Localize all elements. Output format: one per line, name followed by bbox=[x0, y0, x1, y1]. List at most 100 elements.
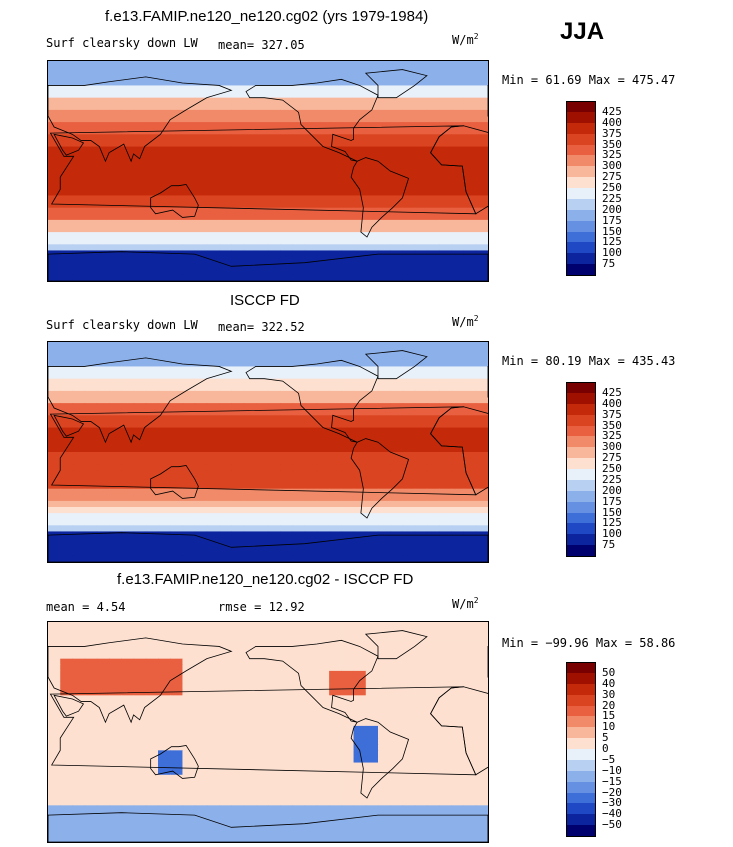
map-cell bbox=[365, 780, 379, 788]
map-cell bbox=[353, 482, 367, 490]
map-cell bbox=[96, 384, 110, 392]
map-cell bbox=[402, 452, 416, 459]
map-cell bbox=[255, 348, 269, 355]
map-cell bbox=[475, 823, 488, 831]
map-cell bbox=[48, 415, 61, 423]
map-cell bbox=[158, 342, 171, 349]
map-cell bbox=[145, 342, 159, 349]
map-cell bbox=[316, 701, 330, 709]
map-cell bbox=[475, 762, 488, 770]
map-cell bbox=[243, 817, 257, 825]
map-cell bbox=[48, 67, 61, 74]
map-cell bbox=[402, 543, 416, 551]
map-cell bbox=[402, 134, 416, 142]
map-cell bbox=[353, 500, 367, 508]
map-cell bbox=[182, 732, 196, 739]
map-cell bbox=[194, 128, 208, 135]
map-cell bbox=[84, 354, 98, 361]
map-cell bbox=[341, 500, 355, 508]
map-cell bbox=[304, 85, 318, 93]
map-cell bbox=[194, 226, 208, 233]
map-cell bbox=[451, 823, 465, 831]
map-cell bbox=[341, 415, 355, 423]
map-cell bbox=[231, 433, 245, 441]
map-cell bbox=[304, 476, 318, 484]
map-cell bbox=[439, 476, 452, 484]
map-cell bbox=[60, 525, 74, 533]
map-cell bbox=[439, 372, 452, 380]
map-cell bbox=[48, 664, 61, 672]
map-cell bbox=[439, 732, 452, 739]
map-cell bbox=[231, 817, 245, 825]
map-cell bbox=[194, 164, 208, 172]
map-cell bbox=[109, 164, 122, 172]
map-cell bbox=[463, 689, 477, 696]
map-cell bbox=[206, 738, 220, 745]
map-cell bbox=[402, 433, 416, 441]
map-cell bbox=[255, 207, 269, 215]
map-cell bbox=[268, 470, 281, 478]
map-cell bbox=[243, 262, 257, 270]
map-cell bbox=[170, 780, 184, 788]
map-cell bbox=[475, 744, 488, 751]
map-cell bbox=[48, 732, 61, 739]
map-cell bbox=[475, 513, 488, 520]
map-cell bbox=[121, 250, 135, 258]
colorbar-tick-label: −40 bbox=[602, 807, 622, 821]
map-cell bbox=[365, 823, 379, 831]
map-cell bbox=[439, 768, 452, 776]
map-cell bbox=[316, 256, 330, 264]
map-cell bbox=[170, 67, 184, 74]
map-cell bbox=[133, 713, 147, 721]
map-cell bbox=[268, 829, 281, 837]
map-cell bbox=[219, 445, 232, 453]
map-cell bbox=[463, 458, 477, 465]
map-cell bbox=[365, 774, 379, 782]
map-cell bbox=[48, 171, 61, 178]
map-cell bbox=[243, 811, 257, 819]
map-cell bbox=[96, 549, 110, 557]
map-cell bbox=[353, 513, 367, 520]
map-cell bbox=[255, 103, 269, 111]
map-cell bbox=[329, 701, 342, 709]
map-cell bbox=[475, 780, 488, 788]
map-cell bbox=[255, 829, 269, 837]
map-cell bbox=[72, 555, 86, 562]
map-cell bbox=[243, 452, 257, 459]
map-cell bbox=[378, 780, 391, 788]
map-cell bbox=[48, 525, 61, 533]
map-cell bbox=[378, 725, 391, 733]
map-cell bbox=[280, 549, 294, 557]
map-cell bbox=[194, 799, 208, 806]
map-cell bbox=[109, 238, 122, 245]
map-cell bbox=[280, 171, 294, 178]
map-cell bbox=[158, 811, 171, 819]
map-cell bbox=[390, 384, 404, 392]
map-cell bbox=[304, 713, 318, 721]
map-cell bbox=[145, 354, 159, 361]
map-cell bbox=[170, 628, 184, 635]
map-cell bbox=[463, 268, 477, 276]
map-cell bbox=[255, 774, 269, 782]
map-cell bbox=[378, 116, 391, 123]
map-cell bbox=[170, 262, 184, 270]
map-cell bbox=[133, 403, 147, 410]
map-cell bbox=[243, 372, 257, 380]
map-cell bbox=[194, 348, 208, 355]
map-cell bbox=[121, 507, 135, 514]
map-cell bbox=[182, 464, 196, 471]
map-cell bbox=[255, 658, 269, 666]
map-cell bbox=[158, 103, 171, 111]
map-cell bbox=[365, 805, 379, 813]
map-cell bbox=[451, 409, 465, 416]
map-cell bbox=[463, 433, 477, 441]
map-cell bbox=[353, 91, 367, 99]
map-cell bbox=[231, 103, 245, 111]
map-cell bbox=[109, 79, 122, 87]
map-cell bbox=[304, 378, 318, 386]
map-cell bbox=[292, 256, 306, 264]
map-cell bbox=[268, 262, 281, 270]
map-cell bbox=[426, 348, 440, 355]
map-cell bbox=[329, 158, 342, 166]
map-cell bbox=[194, 67, 208, 74]
